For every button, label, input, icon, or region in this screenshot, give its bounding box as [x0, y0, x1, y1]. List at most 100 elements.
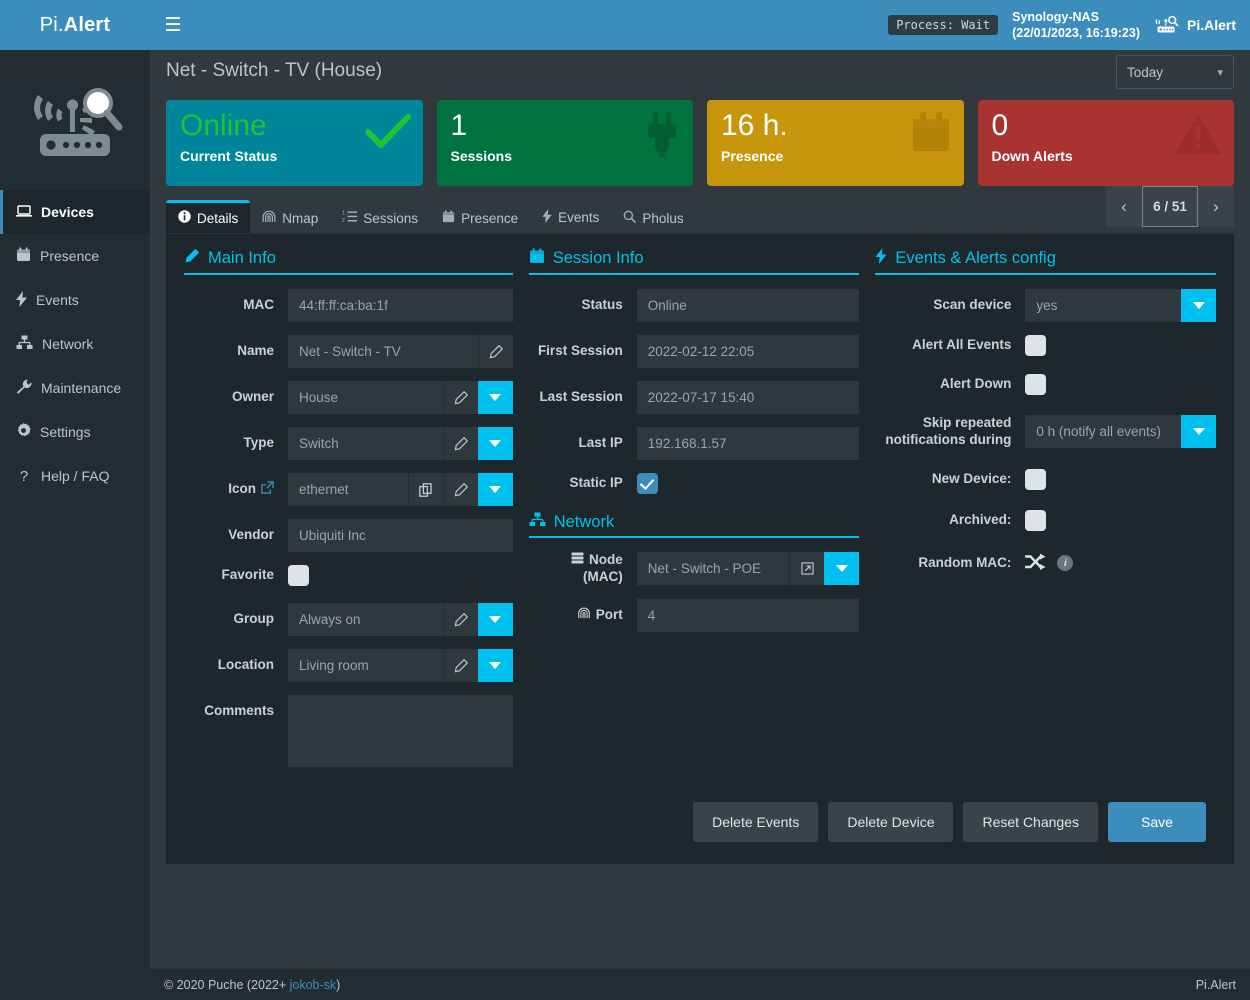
kpi-presence[interactable]: 16 h. Presence — [707, 100, 964, 186]
gear-icon — [16, 423, 31, 441]
field-control: Switch — [288, 427, 513, 460]
delete-events-button[interactable]: Delete Events — [693, 802, 819, 842]
last-session-input: 2022-07-17 15:40 — [636, 381, 860, 414]
node-dropdown-button[interactable] — [824, 552, 860, 586]
open-node-button[interactable] — [789, 552, 825, 586]
calendar-icon — [442, 210, 455, 226]
edit-group-button[interactable] — [442, 603, 478, 636]
server-icon — [571, 552, 584, 569]
pager-prev-button[interactable]: ‹ — [1106, 186, 1142, 227]
field-control — [1025, 468, 1216, 490]
hamburger-icon[interactable]: ☰ — [164, 14, 182, 36]
location-dropdown-button[interactable] — [477, 649, 513, 682]
port-input[interactable]: 4 — [636, 598, 860, 632]
owner-input[interactable]: House — [288, 381, 443, 414]
sidebar-item-help-faq[interactable]: ? Help / FAQ — [0, 454, 150, 498]
footer-copyright-suffix: ) — [336, 977, 341, 992]
tab-presence[interactable]: Presence — [430, 200, 530, 233]
group-dropdown-button[interactable] — [477, 603, 513, 636]
question-icon: ? — [19, 467, 29, 485]
copy-icon-button[interactable] — [407, 473, 443, 506]
edit-name-button[interactable] — [477, 335, 513, 368]
caret-down-icon — [1192, 302, 1205, 309]
field-control: Always on — [288, 603, 513, 636]
field-control: House — [288, 381, 513, 414]
sidebar-item-settings[interactable]: Settings — [0, 410, 150, 454]
tab-details[interactable]: Details — [166, 200, 251, 233]
sidebar-item-maintenance[interactable]: Maintenance — [0, 366, 150, 410]
field-location: Location Living room — [184, 649, 513, 682]
field-control — [288, 695, 513, 767]
group-input[interactable]: Always on — [288, 603, 443, 636]
delete-device-button[interactable]: Delete Device — [828, 802, 954, 842]
edit-type-button[interactable] — [442, 427, 478, 460]
field-control: ethernet — [288, 473, 513, 506]
status-badge: Process: Wait — [888, 15, 999, 35]
location-input[interactable]: Living room — [288, 649, 443, 682]
port-label-text: Port — [595, 606, 623, 622]
shuffle-icon — [1025, 553, 1047, 574]
sidebar-item-label: Network — [42, 336, 94, 352]
node-input[interactable]: Net - Switch - POE — [636, 552, 790, 586]
svg-text:2: 2 — [342, 218, 345, 223]
kpi-sessions[interactable]: 1 Sessions — [436, 100, 693, 186]
name-input[interactable]: Net - Switch - TV — [288, 335, 478, 368]
edit-icon-button[interactable] — [442, 473, 478, 506]
kpi-current-status[interactable]: Online Current Status — [166, 100, 423, 186]
edit-location-button[interactable] — [442, 649, 478, 682]
plug-icon — [643, 112, 681, 161]
vendor-input[interactable]: Ubiquiti Inc — [288, 519, 513, 552]
section-title-label: Network — [553, 512, 615, 531]
period-select[interactable]: Today ▾ — [1116, 55, 1234, 89]
info-icon[interactable]: i — [1057, 555, 1074, 572]
events-config-column: Events & Alerts config Scan device yes A… — [867, 248, 1224, 780]
field-control: i — [1025, 553, 1216, 574]
alert-all-events-checkbox[interactable] — [1025, 335, 1047, 356]
bolt-icon — [16, 290, 27, 310]
favorite-checkbox[interactable] — [288, 565, 309, 586]
type-dropdown-button[interactable] — [477, 427, 513, 460]
alert-down-checkbox[interactable] — [1025, 374, 1047, 395]
sitemap-icon — [16, 335, 33, 353]
scan-device-dropdown-button[interactable] — [1181, 289, 1216, 322]
field-archived: Archived: — [875, 509, 1216, 531]
reset-changes-button[interactable]: Reset Changes — [963, 802, 1098, 842]
archived-checkbox[interactable] — [1025, 509, 1047, 531]
edit-owner-button[interactable] — [442, 381, 478, 414]
footer-link[interactable]: jokob-sk — [289, 977, 337, 992]
skip-repeated-input[interactable]: 0 h (notify all events) — [1025, 415, 1181, 449]
field-last-ip: Last IP 192.168.1.57 — [529, 427, 860, 460]
field-name: Name Net - Switch - TV — [184, 335, 513, 368]
sidebar-item-devices[interactable]: Devices — [0, 190, 150, 234]
tab-nmap[interactable]: Nmap — [250, 200, 330, 233]
kpi-label: Sessions — [450, 148, 512, 165]
field-port: Port 4 — [529, 598, 860, 632]
tab-label: Details — [197, 210, 239, 226]
external-link-icon[interactable] — [261, 480, 274, 499]
tab-events[interactable]: Events — [530, 199, 611, 233]
sitemap-icon — [529, 512, 546, 532]
brand-right[interactable]: Pi.Alert — [1154, 15, 1236, 35]
sidebar-item-network[interactable]: Network — [0, 322, 150, 366]
new-device-checkbox[interactable] — [1025, 468, 1047, 490]
owner-dropdown-button[interactable] — [477, 381, 513, 414]
tab-pholus[interactable]: Pholus — [611, 200, 695, 233]
mac-input[interactable]: 44:ff:ff:ca:ba:1f — [288, 289, 513, 322]
type-input[interactable]: Switch — [288, 427, 443, 460]
pager-next-button[interactable]: › — [1198, 186, 1234, 227]
sidebar-item-events[interactable]: Events — [0, 278, 150, 322]
skip-repeated-dropdown-button[interactable] — [1181, 415, 1216, 449]
static-ip-checkbox[interactable] — [636, 473, 658, 494]
field-vendor: Vendor Ubiquiti Inc — [184, 519, 513, 552]
scan-device-input[interactable]: yes — [1025, 289, 1181, 322]
node-label-line2: (MAC) — [582, 568, 623, 584]
app-logo[interactable]: Pi. Alert — [0, 0, 150, 50]
kpi-down-alerts[interactable]: 0 Down Alerts — [977, 100, 1234, 186]
check-icon — [364, 112, 411, 155]
comments-textarea[interactable] — [288, 695, 513, 767]
icon-input[interactable]: ethernet — [288, 473, 408, 506]
save-button[interactable]: Save — [1108, 802, 1206, 842]
icon-dropdown-button[interactable] — [477, 473, 513, 506]
sidebar-item-presence[interactable]: Presence — [0, 234, 150, 278]
